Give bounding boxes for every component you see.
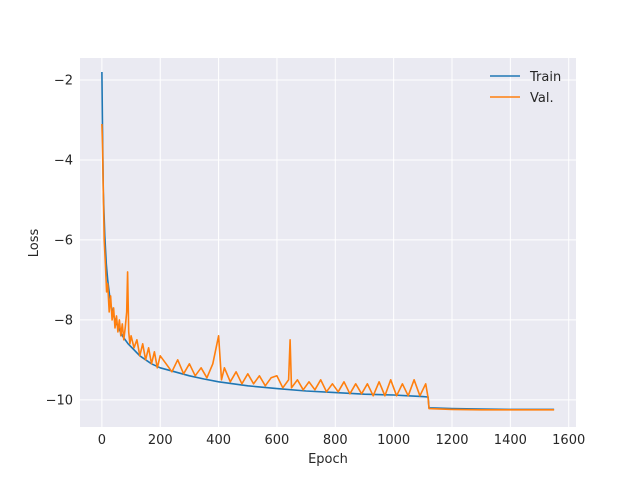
y-axis-title: Loss [27,229,42,258]
legend: Train Val. [490,70,561,106]
series-line-val [101,123,555,411]
x-tick-label: 1200 [435,433,468,448]
y-tick-label: −8 [54,313,73,328]
x-tick-label: 0 [98,433,106,448]
x-tick-labels: 0 200 400 600 800 1000 1200 1400 1600 [98,433,586,448]
legend-label-val: Val. [530,91,554,106]
y-tick-label: −10 [46,393,73,408]
legend-label-train: Train [529,70,561,85]
x-tick-label: 800 [323,433,348,448]
x-axis-title: Epoch [308,452,348,467]
plot-background [80,58,576,427]
x-tick-label: 1000 [377,433,410,448]
grid [80,58,576,427]
y-tick-label: −6 [54,233,73,248]
series-layer [101,71,555,411]
x-tick-label: 400 [206,433,231,448]
x-tick-label: 200 [148,433,173,448]
x-tick-label: 1400 [494,433,527,448]
x-tick-label: 600 [265,433,290,448]
x-tick-label: 1600 [552,433,585,448]
y-tick-label: −2 [54,73,73,88]
y-tick-labels: −2 −4 −6 −8 −10 [46,73,73,408]
y-tick-label: −4 [54,153,73,168]
